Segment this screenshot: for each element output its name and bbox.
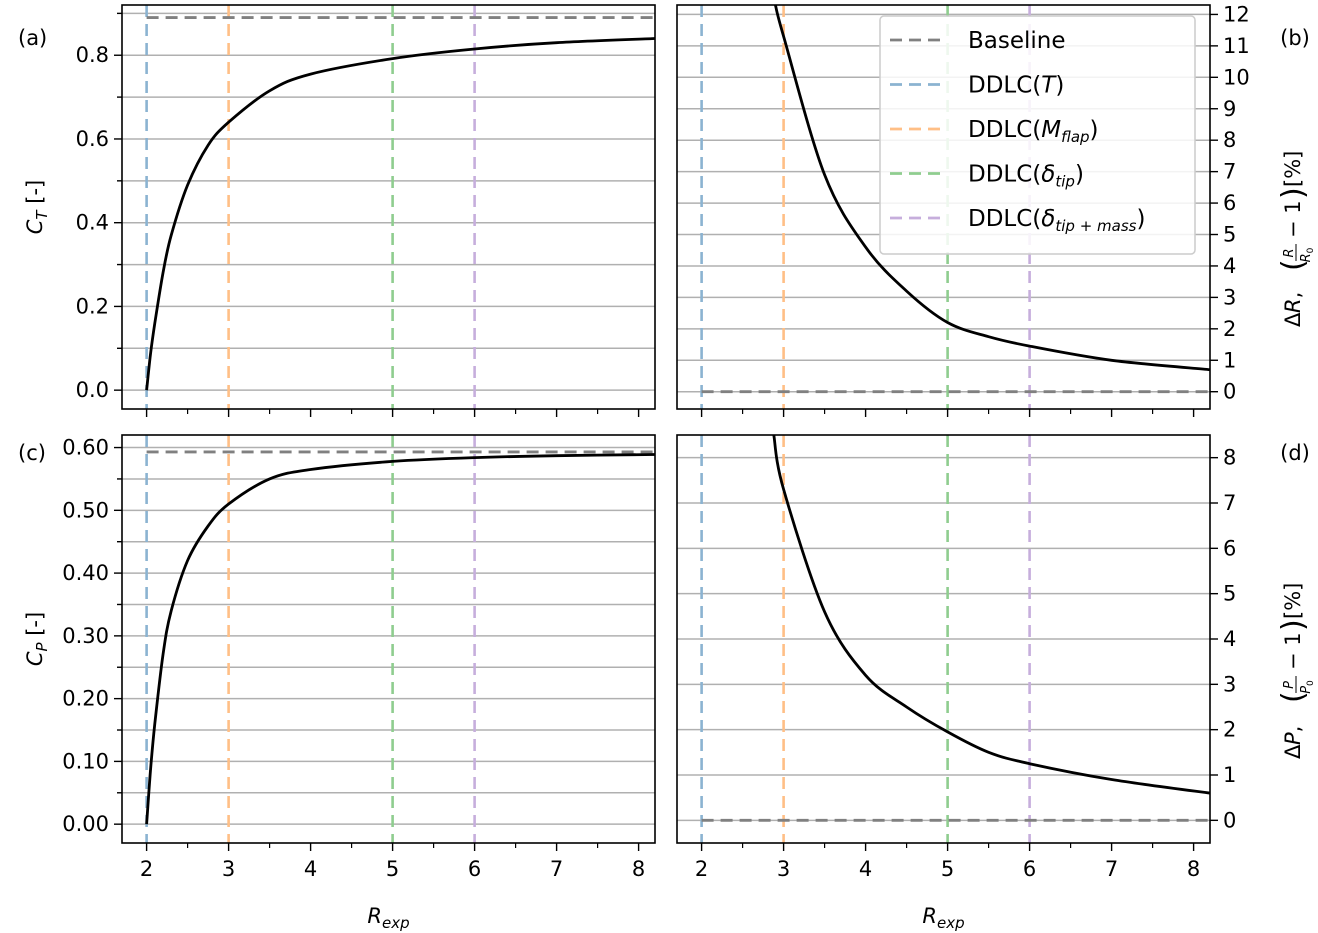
x-tick-label: 2 (695, 857, 708, 881)
data-curve (145, 37, 655, 391)
y-tick-label: 0 (1223, 380, 1236, 404)
y-tick-label: 3 (1223, 285, 1236, 309)
x-tick-label: 8 (632, 857, 645, 881)
y-tick-label: 1 (1223, 348, 1236, 372)
y-tick-label: 0.8 (76, 43, 109, 67)
x-tick-label: 4 (859, 857, 872, 881)
y-tick-label: 7 (1223, 491, 1236, 515)
panel-d: 0 1 2 3 4 5 6 7 8 2 3 4 5 6 7 8 Rexp (d) ΔP, ( PP0 − 1) [%] (676, 434, 1316, 932)
y-axis-label: CP [-] (23, 612, 51, 666)
y-label-paren: ( (1276, 691, 1311, 703)
y-tick-label: 0.6 (76, 127, 109, 151)
y-label-letter: R, (1281, 292, 1305, 313)
y-tick-label: 7 (1223, 160, 1236, 184)
y-tick-label: 0.10 (62, 749, 109, 773)
y-tick-label: 2 (1223, 718, 1236, 742)
y-tick-label: 0.40 (62, 561, 109, 585)
y-axis-label: ΔR, ( RR0 − 1) [%] (1276, 151, 1316, 327)
legend-entry: Baseline (968, 28, 1066, 54)
data-curve (772, 435, 1210, 795)
x-tick-label: 8 (1187, 857, 1200, 881)
y-label-paren-close: ) (1276, 187, 1311, 199)
y-tick-label: 0.50 (62, 498, 109, 522)
y-label-minus-one: − 1 (1281, 632, 1305, 670)
y-tick-label: 8 (1223, 446, 1236, 470)
y-label-letter: P, (1281, 726, 1305, 745)
y-tick-label: 6 (1223, 191, 1236, 215)
x-tick-label: 2 (140, 857, 153, 881)
y-tick-label: 3 (1223, 672, 1236, 696)
y-tick-label: 2 (1223, 317, 1236, 341)
y-label-frac-num: P (1282, 681, 1297, 689)
y-tick-label: 6 (1223, 536, 1236, 560)
x-tick-label: 7 (1105, 857, 1118, 881)
x-tick-label: 3 (222, 857, 235, 881)
panel-a: 0.0 0.2 0.4 0.6 0.8 (a) CT [-] (18, 4, 656, 417)
data-curve (145, 453, 655, 825)
x-tick-label: 5 (941, 857, 954, 881)
y-tick-label: 10 (1223, 65, 1250, 89)
y-tick-label: 5 (1223, 223, 1236, 247)
x-tick-label: 5 (386, 857, 399, 881)
x-tick-label: 6 (1023, 857, 1036, 881)
panel-label: (d) (1280, 441, 1310, 465)
x-tick-label: 3 (777, 857, 790, 881)
x-axis-label: Rexp (367, 904, 409, 932)
panel-label: (c) (18, 441, 46, 465)
panel-c: 0.00 0.10 0.20 0.30 0.40 0.50 0.60 2 3 4 5 6 7 8 Rexp (… (18, 434, 656, 932)
y-label-main: Δ (1281, 312, 1305, 327)
legend-entry: DDLC(T) (968, 73, 1064, 99)
axes-frame (121, 4, 656, 410)
y-tick-label: 0.4 (76, 211, 109, 235)
y-tick-label: 11 (1223, 34, 1250, 58)
y-tick-label: 0.20 (62, 687, 109, 711)
y-tick-label: 0.0 (76, 378, 109, 402)
panel-label: (a) (18, 26, 47, 50)
y-label-unit: [%] (1281, 151, 1305, 187)
data-curve (774, 5, 1210, 372)
y-tick-label: 5 (1223, 582, 1236, 606)
legend-box (879, 15, 1196, 255)
y-tick-label: 0.00 (62, 812, 109, 836)
y-label-minus-one: − 1 (1281, 200, 1305, 238)
y-tick-label: 0.2 (76, 294, 109, 318)
y-label-unit: [%] (1281, 583, 1305, 619)
y-label-frac-den: R0 (1299, 247, 1316, 262)
legend-entry: DDLC(Mflap) (968, 117, 1099, 146)
x-tick-label: 6 (468, 857, 481, 881)
y-label-main: Δ (1281, 744, 1305, 759)
axes-frame (121, 434, 656, 844)
axes-frame (676, 4, 1211, 410)
x-tick-label: 7 (550, 857, 563, 881)
y-tick-label: 1 (1223, 763, 1236, 787)
legend-entry: DDLC(δtip + mass) (968, 206, 1145, 235)
x-tick-label: 4 (304, 857, 317, 881)
y-tick-label: 8 (1223, 128, 1236, 152)
y-label-paren-close: ) (1276, 619, 1311, 631)
x-axis-label: Rexp (922, 904, 964, 932)
y-label-frac-num: R (1282, 248, 1297, 257)
y-label-paren: ( (1276, 259, 1311, 271)
y-tick-label: 0.60 (62, 436, 109, 460)
y-label-frac-den: P0 (1299, 680, 1316, 694)
y-axis-label: CT [-] (23, 180, 51, 234)
panel-label: (b) (1280, 26, 1310, 50)
y-tick-label: 4 (1223, 254, 1236, 278)
y-tick-label: 4 (1223, 627, 1236, 651)
y-tick-label: 0.30 (62, 624, 109, 648)
legend: Baseline DDLC(T) DDLC(Mflap) DDLC(δtip) DDLC… (879, 15, 1196, 255)
legend-entry: DDLC(δtip) (968, 162, 1084, 191)
y-tick-label: 9 (1223, 97, 1236, 121)
y-axis-label: ΔP, ( PP0 − 1) [%] (1276, 583, 1316, 759)
y-tick-label: 0 (1223, 808, 1236, 832)
y-tick-label: 12 (1223, 2, 1250, 26)
